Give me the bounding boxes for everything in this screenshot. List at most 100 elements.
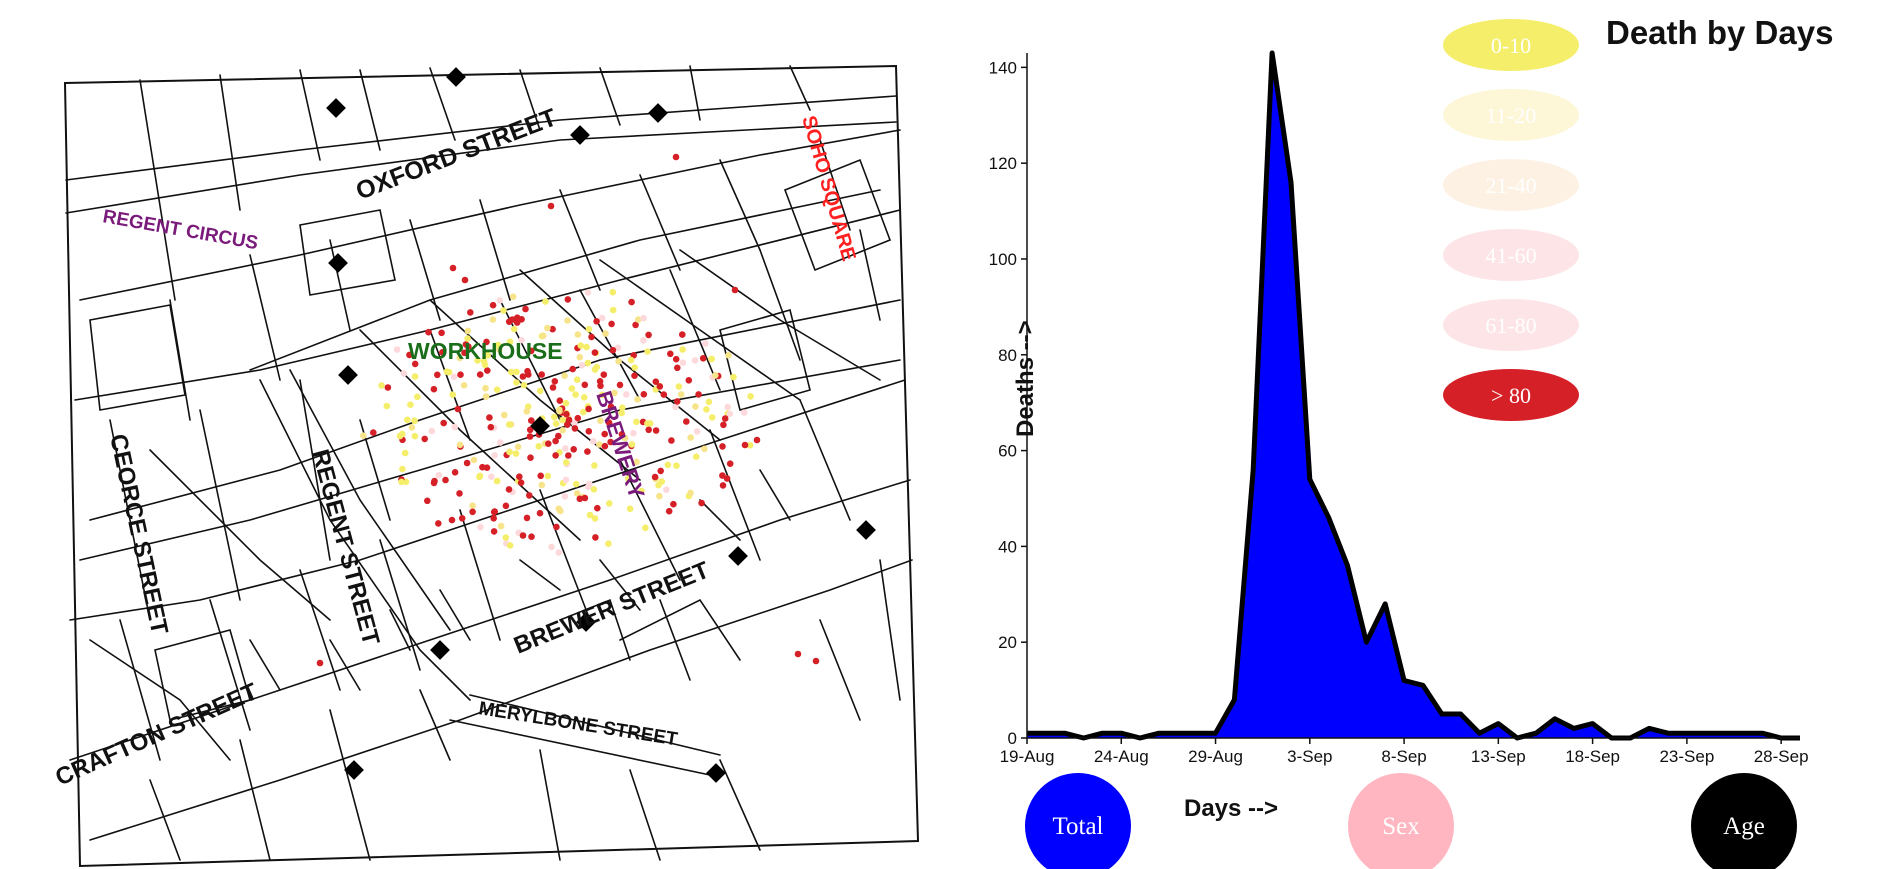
death-marker <box>559 416 566 424</box>
death-marker <box>465 343 472 350</box>
x-tick-label: 28-Sep <box>1754 747 1809 766</box>
sex-button-label: Sex <box>1382 813 1420 840</box>
death-marker <box>469 502 476 510</box>
death-marker <box>449 391 457 399</box>
death-marker <box>812 657 820 665</box>
death-marker <box>493 477 501 485</box>
death-marker <box>651 473 659 481</box>
death-marker <box>461 276 469 284</box>
death-marker <box>708 355 716 363</box>
death-marker <box>586 480 593 488</box>
death-marker <box>607 403 615 411</box>
death-marker <box>618 431 626 438</box>
street-label-soho-square: SOHO SQUARE <box>797 113 860 263</box>
death-marker <box>460 382 468 389</box>
death-marker <box>450 373 458 381</box>
death-marker <box>703 406 710 413</box>
death-marker <box>439 349 446 356</box>
y-tick-label: 0 <box>1008 729 1017 748</box>
death-marker <box>679 359 687 367</box>
death-marker <box>489 301 497 309</box>
y-tick-label: 20 <box>998 633 1017 652</box>
deaths-area <box>1027 53 1800 738</box>
death-marker <box>482 384 489 392</box>
x-tick-label: 8-Sep <box>1381 747 1426 766</box>
death-marker <box>741 441 749 449</box>
death-marker <box>393 346 401 353</box>
death-marker <box>667 350 674 358</box>
death-marker <box>549 384 557 391</box>
death-marker <box>741 409 748 416</box>
death-marker <box>561 493 569 500</box>
death-marker <box>486 414 493 421</box>
x-tick-label: 24-Aug <box>1094 747 1149 766</box>
death-marker <box>430 479 438 487</box>
x-tick-label: 23-Sep <box>1659 747 1714 766</box>
death-marker <box>655 481 662 489</box>
death-marker <box>430 385 438 393</box>
legend-item[interactable]: 21-40 <box>1443 159 1579 211</box>
death-marker <box>726 410 734 418</box>
death-marker <box>597 382 604 390</box>
street-label-workhouse: WORKHOUSE <box>408 338 563 364</box>
death-marker <box>668 437 675 444</box>
death-marker <box>633 418 640 426</box>
legend-item[interactable]: 41-60 <box>1443 229 1579 281</box>
death-marker <box>378 382 385 389</box>
death-marker <box>570 446 577 453</box>
death-marker <box>562 459 570 466</box>
death-marker <box>652 378 660 386</box>
age-button-label: Age <box>1723 813 1765 840</box>
legend-item[interactable]: 61-80 <box>1443 299 1579 351</box>
x-axis: 19-Aug 24-Aug 29-Aug 3-Sep 8-Sep 13-Sep 18-Sep… <box>1000 737 1809 766</box>
death-marker <box>585 405 592 413</box>
death-markers <box>316 153 820 667</box>
legend-swatch <box>1443 229 1579 281</box>
legend-item[interactable]: 0-10 <box>1443 19 1579 71</box>
death-marker <box>414 393 421 401</box>
death-marker <box>578 362 586 369</box>
legend-item[interactable]: 11-20 <box>1443 89 1579 141</box>
street-label-oxford: OXFORD STREET <box>352 103 560 205</box>
death-marker <box>631 364 638 371</box>
total-button[interactable]: Total <box>1025 773 1131 869</box>
death-marker <box>731 286 739 294</box>
death-marker <box>407 401 414 409</box>
death-marker <box>600 371 608 379</box>
death-marker <box>544 472 552 480</box>
death-marker <box>477 523 484 531</box>
pump-marker <box>430 640 450 660</box>
death-marker <box>494 341 502 349</box>
death-marker <box>510 325 518 333</box>
death-marker <box>316 659 324 667</box>
death-marker <box>593 318 600 325</box>
death-marker <box>691 357 699 364</box>
death-marker <box>609 346 617 354</box>
death-marker <box>601 442 609 450</box>
age-button[interactable]: Age <box>1691 773 1797 869</box>
death-marker <box>590 438 597 445</box>
death-marker <box>565 452 572 459</box>
death-marker <box>574 414 582 422</box>
death-marker <box>591 462 598 469</box>
x-tick-label: 18-Sep <box>1565 747 1620 766</box>
death-marker <box>576 495 584 503</box>
death-marker <box>483 464 491 472</box>
legend-swatch <box>1443 369 1579 421</box>
sex-button[interactable]: Sex <box>1348 773 1454 869</box>
death-marker <box>540 332 547 340</box>
death-marker <box>679 331 686 338</box>
street-network <box>63 64 920 868</box>
death-marker <box>584 448 591 455</box>
pump-marker <box>706 763 726 783</box>
pump-marker <box>728 546 748 566</box>
death-marker <box>591 366 599 373</box>
death-marker <box>692 453 700 461</box>
death-marker <box>594 504 601 512</box>
death-marker <box>442 476 449 484</box>
legend-item[interactable]: > 80 <box>1443 369 1579 421</box>
death-marker <box>517 479 525 487</box>
death-marker <box>535 443 542 450</box>
death-marker <box>448 516 456 524</box>
death-marker <box>451 469 459 476</box>
